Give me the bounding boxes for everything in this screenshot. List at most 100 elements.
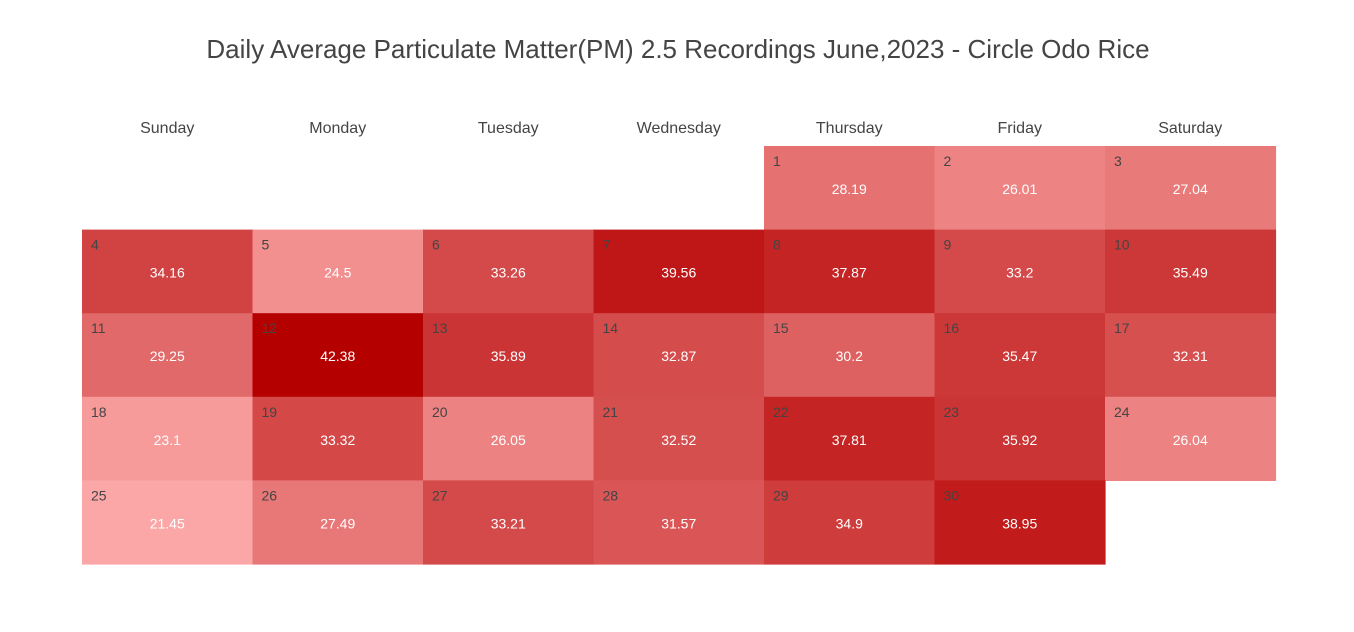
day-number: 5 xyxy=(262,237,270,253)
day-cell-rect xyxy=(423,480,595,565)
day-value-label: 38.95 xyxy=(1002,515,1037,531)
day-cell-rect xyxy=(764,313,936,398)
day-number: 8 xyxy=(773,237,781,253)
day-cell: 28 31.57 xyxy=(593,480,765,565)
day-cell: 22 37.81 xyxy=(764,396,936,481)
day-cell: 29 34.9 xyxy=(764,480,936,565)
day-cell: 19 33.32 xyxy=(252,396,424,481)
day-number: 24 xyxy=(1114,404,1130,420)
day-cell: 18 23.1 xyxy=(82,396,254,481)
day-cell: 23 35.92 xyxy=(934,396,1106,481)
day-number: 20 xyxy=(432,404,448,420)
day-cell-rect xyxy=(1105,396,1277,481)
day-cell-rect xyxy=(593,229,765,314)
day-number: 9 xyxy=(944,237,952,253)
day-value-label: 33.21 xyxy=(491,515,526,531)
day-value-label: 35.92 xyxy=(1002,432,1037,448)
day-number: 10 xyxy=(1114,237,1130,253)
day-number: 21 xyxy=(603,404,619,420)
day-number: 28 xyxy=(603,487,619,503)
day-cell-rect xyxy=(423,229,595,314)
day-number: 15 xyxy=(773,320,789,336)
day-value-label: 30.2 xyxy=(836,348,863,364)
day-value-label: 27.49 xyxy=(320,515,355,531)
day-cell: 15 30.2 xyxy=(764,313,936,398)
day-value-label: 32.31 xyxy=(1173,348,1208,364)
day-value-label: 27.04 xyxy=(1173,181,1208,197)
day-cell: 739.56 xyxy=(593,229,765,314)
day-cell: 226.01 xyxy=(934,146,1106,231)
day-cell: 16 35.47 xyxy=(934,313,1106,398)
day-value-label: 26.05 xyxy=(491,432,526,448)
weekday-label: Thursday xyxy=(816,120,883,137)
day-value-label: 35.49 xyxy=(1173,265,1208,281)
weekday-label: Tuesday xyxy=(478,120,539,137)
day-value-label: 33.26 xyxy=(491,265,526,281)
day-value-label: 35.47 xyxy=(1002,348,1037,364)
day-cell: 327.04 xyxy=(1105,146,1277,231)
day-cell-rect xyxy=(252,229,424,314)
day-number: 12 xyxy=(262,320,278,336)
day-cell-rect xyxy=(764,480,936,565)
day-value-label: 37.81 xyxy=(832,432,867,448)
day-number: 14 xyxy=(603,320,619,336)
day-cell: 20 26.05 xyxy=(423,396,595,481)
day-value-label: 29.25 xyxy=(150,348,185,364)
day-value-label: 33.32 xyxy=(320,432,355,448)
day-cell-rect xyxy=(82,480,254,565)
day-value-label: 33.2 xyxy=(1006,265,1033,281)
day-value-label: 42.38 xyxy=(320,348,355,364)
weekday-label: Saturday xyxy=(1158,120,1222,137)
day-number: 7 xyxy=(603,237,611,253)
chart-title: Daily Average Particulate Matter(PM) 2.5… xyxy=(206,34,1149,64)
day-value-label: 34.9 xyxy=(836,515,863,531)
day-number: 19 xyxy=(262,404,278,420)
day-number: 29 xyxy=(773,487,789,503)
day-value-label: 34.16 xyxy=(150,265,185,281)
day-number: 17 xyxy=(1114,320,1130,336)
weekday-label: Monday xyxy=(309,120,366,137)
weekday-label: Friday xyxy=(998,120,1042,137)
day-cell: 14 32.87 xyxy=(593,313,765,398)
day-cell-rect xyxy=(934,480,1106,565)
day-cell: 933.2 xyxy=(934,229,1106,314)
day-value-label: 26.04 xyxy=(1173,432,1208,448)
day-number: 6 xyxy=(432,237,440,253)
day-number: 1 xyxy=(773,153,781,169)
day-cell: 10 35.49 xyxy=(1105,229,1277,314)
day-cell-rect xyxy=(764,146,936,231)
day-value-label: 21.45 xyxy=(150,515,185,531)
day-cell-rect xyxy=(1105,229,1277,314)
day-value-label: 32.52 xyxy=(661,432,696,448)
day-number: 26 xyxy=(262,487,278,503)
day-value-label: 28.19 xyxy=(832,181,867,197)
day-number: 18 xyxy=(91,404,107,420)
day-cell: 17 32.31 xyxy=(1105,313,1277,398)
day-cell-rect xyxy=(934,313,1106,398)
day-cell: 30 38.95 xyxy=(934,480,1106,565)
day-cell-rect xyxy=(423,396,595,481)
day-cell: 128.19 xyxy=(764,146,936,231)
day-cell-rect xyxy=(423,313,595,398)
day-cell-rect xyxy=(252,313,424,398)
day-cell: 13 35.89 xyxy=(423,313,595,398)
day-number: 23 xyxy=(944,404,960,420)
day-cell: 434.16 xyxy=(82,229,254,314)
day-number: 25 xyxy=(91,487,107,503)
day-number: 27 xyxy=(432,487,448,503)
day-cell-rect xyxy=(764,396,936,481)
day-value-label: 35.89 xyxy=(491,348,526,364)
day-value-label: 31.57 xyxy=(661,515,696,531)
weekday-label: Sunday xyxy=(140,120,194,137)
day-cell-rect xyxy=(934,396,1106,481)
day-value-label: 23.1 xyxy=(154,432,181,448)
day-number: 16 xyxy=(944,320,960,336)
day-cell: 27 33.21 xyxy=(423,480,595,565)
day-cell-rect xyxy=(934,229,1106,314)
day-number: 3 xyxy=(1114,153,1122,169)
day-number: 11 xyxy=(91,320,106,336)
calendar-cells: 128.19226.01327.04434.16524.5633.26739.5… xyxy=(82,146,1277,565)
day-number: 2 xyxy=(944,153,952,169)
day-number: 4 xyxy=(91,237,99,253)
